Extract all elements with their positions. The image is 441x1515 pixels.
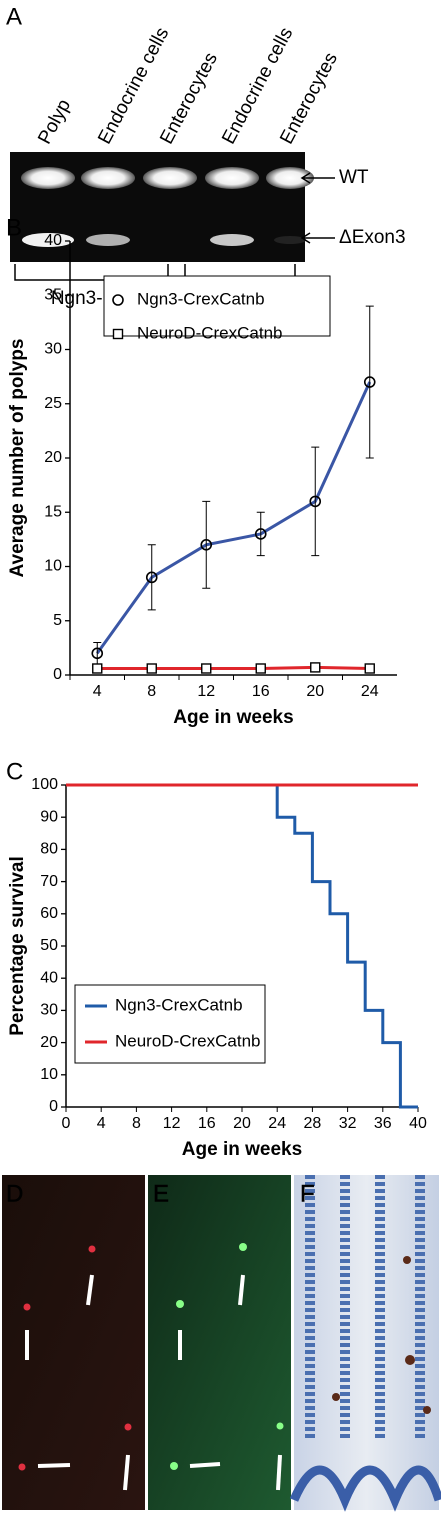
series-line <box>97 665 370 670</box>
x-tick-label: 12 <box>197 683 215 700</box>
gel-image <box>10 152 314 262</box>
micrograph-f <box>289 1175 441 1512</box>
y-tick-label: 20 <box>40 1034 58 1051</box>
legend-box <box>103 275 331 337</box>
x-axis-label: Age in weeks <box>173 707 293 728</box>
x-tick-label: 40 <box>409 1115 427 1132</box>
y-tick-label: 0 <box>49 1098 58 1115</box>
x-tick-label: 20 <box>233 1115 251 1132</box>
panel-label: B <box>6 214 22 241</box>
y-tick-label: 50 <box>40 937 58 954</box>
y-tick-label: 40 <box>44 232 62 249</box>
marker <box>112 294 124 306</box>
marker <box>309 495 322 508</box>
panel-label: D <box>6 1180 23 1207</box>
y-tick-label: 60 <box>40 905 58 922</box>
error-bar <box>256 511 265 557</box>
y-axis-label: Percentage survival <box>7 856 28 1036</box>
y-axis-label: Average number of polyps <box>7 339 28 578</box>
legend-label: NeuroD-CrexCatnb <box>137 323 283 342</box>
y-tick-label: 25 <box>44 395 62 412</box>
y-tick-label: 30 <box>40 1002 58 1019</box>
band-label: ΔExon3 <box>339 227 406 248</box>
x-tick-label: 20 <box>306 683 324 700</box>
panel-label: E <box>153 1180 169 1207</box>
x-tick-label: 32 <box>339 1115 357 1132</box>
error-bar <box>147 544 156 611</box>
x-tick-label: 4 <box>93 683 102 700</box>
marker <box>254 528 267 540</box>
error-bar <box>202 500 211 589</box>
y-tick-label: 100 <box>31 776 58 793</box>
marker <box>364 663 375 674</box>
panel-label: C <box>6 758 23 785</box>
y-tick-label: 5 <box>53 612 62 629</box>
y-tick-label: 0 <box>53 666 62 683</box>
lane-label: Enterocytes <box>156 49 222 147</box>
lane-label: Polyp <box>34 96 75 148</box>
x-tick-label: 28 <box>304 1115 322 1132</box>
marker <box>363 376 376 388</box>
y-tick-label: 10 <box>40 1066 58 1083</box>
legend-label: NeuroD-CrexCatnb <box>115 1031 261 1050</box>
y-tick-label: 90 <box>40 808 58 825</box>
y-tick-label: 80 <box>40 841 58 858</box>
panel-label: F <box>300 1180 315 1207</box>
x-tick-label: 16 <box>198 1115 216 1132</box>
error-bar <box>93 641 102 665</box>
error-bar <box>365 305 374 459</box>
y-tick-label: 15 <box>44 503 62 520</box>
y-tick-label: 70 <box>40 873 58 890</box>
marker <box>91 647 104 660</box>
x-tick-label: 16 <box>252 683 270 700</box>
marker <box>92 663 103 674</box>
x-tick-label: 4 <box>97 1115 106 1132</box>
series-line <box>66 783 418 1109</box>
x-tick-label: 24 <box>361 683 379 700</box>
series-line <box>96 381 372 655</box>
x-tick-label: 36 <box>374 1115 392 1132</box>
micrograph-d <box>2 1175 145 1510</box>
y-tick-label: 35 <box>44 286 62 303</box>
panel-label: A <box>6 3 22 30</box>
error-bar <box>311 446 320 557</box>
marker <box>146 663 157 674</box>
marker <box>201 663 212 674</box>
x-tick-label: 24 <box>268 1115 286 1132</box>
marker <box>310 662 321 673</box>
y-tick-label: 30 <box>44 341 62 358</box>
y-tick-label: 40 <box>40 969 58 986</box>
x-tick-label: 0 <box>62 1115 71 1132</box>
legend-label: Ngn3-CrexCatnb <box>115 995 243 1014</box>
x-tick-label: 8 <box>132 1115 141 1132</box>
x-axis-label: Age in weeks <box>182 1139 302 1160</box>
y-tick-label: 10 <box>44 558 62 575</box>
y-tick-label: 20 <box>44 449 62 466</box>
lane-label: Enterocytes <box>276 49 342 147</box>
marker <box>255 663 266 674</box>
micrograph-e <box>148 1175 291 1510</box>
marker <box>112 328 124 340</box>
marker <box>145 571 158 584</box>
marker <box>200 538 213 551</box>
legend-label: Ngn3-CrexCatnb <box>137 289 265 308</box>
x-tick-label: 8 <box>147 683 156 700</box>
x-tick-label: 12 <box>163 1115 181 1132</box>
legend-box <box>74 984 266 1064</box>
band-label: WT <box>339 167 369 188</box>
